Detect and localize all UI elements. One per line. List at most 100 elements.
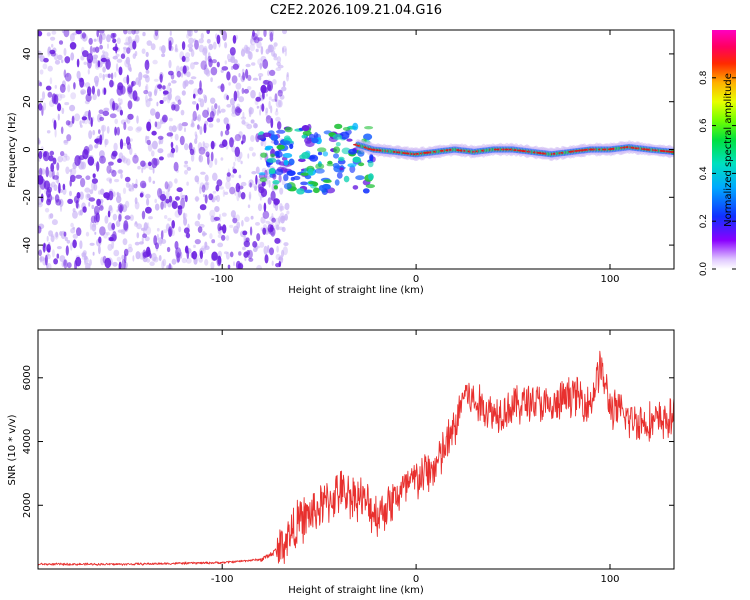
noise-speckle [174,95,181,102]
noise-speckle [88,144,93,152]
noise-speckle [171,80,177,84]
noise-speckle [54,84,57,89]
noise-speckle [240,49,246,57]
signal-blob [272,173,277,180]
noise-speckle [188,79,194,85]
signal-blob [300,181,308,186]
noise-blob [207,55,212,63]
noise-blob [119,204,123,214]
signal-blob [338,156,345,162]
noise-blob [96,198,101,207]
noise-speckle [227,53,231,61]
noise-speckle [61,59,64,64]
noise-speckle [109,178,112,184]
noise-speckle [153,256,159,263]
noise-speckle [134,221,138,225]
signal-blob [347,163,357,168]
noise-blob [94,138,100,144]
noise-speckle [70,167,77,176]
noise-speckle [145,83,149,93]
noise-speckle [228,82,231,86]
signal-blob [304,189,313,194]
snr-y-label: SNR (10 * v/v) [7,414,18,485]
noise-speckle [144,85,148,91]
noise-speckle [209,233,213,240]
noise-speckle [202,94,206,99]
noise-blob [87,156,95,166]
noise-speckle [127,246,133,253]
noise-speckle [263,245,268,255]
noise-blob [98,30,105,34]
noise-speckle [50,235,55,243]
noise-speckle [70,242,73,251]
noise-blob [219,226,224,231]
noise-speckle [150,91,152,98]
noise-blob [73,82,76,90]
noise-speckle [183,164,189,168]
noise-blob [63,30,70,38]
signal-blob [333,153,339,159]
signal-blob [276,150,283,158]
noise-speckle [157,148,164,154]
noise-speckle [145,226,152,235]
noise-blob [242,134,246,144]
noise-blob [155,111,161,120]
noise-blob [141,210,146,220]
noise-speckle [247,204,251,209]
noise-blob [221,66,229,71]
noise-speckle [204,259,209,266]
noise-blob [263,30,267,37]
signal-blob [327,160,333,165]
noise-speckle [194,175,200,183]
noise-speckle [258,76,262,81]
noise-blob [38,103,43,111]
noise-speckle [231,105,236,115]
noise-speckle [86,193,91,199]
noise-speckle [212,172,218,181]
signal-blob [304,174,312,180]
noise-speckle [238,73,241,78]
noise-speckle [253,122,258,129]
noise-blob [38,167,43,176]
noise-speckle [185,52,191,59]
noise-speckle [216,118,221,123]
noise-speckle [253,185,258,191]
noise-blob [168,70,174,76]
noise-speckle [44,207,50,213]
noise-blob [166,132,174,137]
noise-speckle [204,241,208,248]
signal-blob [364,126,374,130]
snr-plot-area [38,330,674,569]
noise-speckle [120,173,123,179]
signal-blob [262,132,272,138]
noise-speckle [238,174,242,179]
signal-blob [348,148,357,155]
noise-speckle [72,208,76,213]
noise-blob [99,134,103,146]
noise-speckle [229,224,234,228]
noise-speckle [150,43,156,51]
noise-speckle [167,153,171,158]
noise-speckle [275,253,281,261]
noise-speckle [203,95,208,104]
signal-blob [298,158,306,163]
signal-blob [333,146,341,154]
noise-blob [194,239,201,245]
noise-speckle [114,71,117,78]
noise-speckle [79,120,82,126]
noise-blob [52,175,59,180]
noise-speckle [106,231,110,236]
noise-blob [211,59,217,64]
noise-blob [69,42,77,50]
noise-blob [211,251,218,261]
noise-speckle [122,142,127,146]
noise-speckle [281,226,286,232]
noise-blob [60,151,65,157]
noise-speckle [199,126,203,135]
noise-speckle [241,220,244,227]
noise-blob [119,109,123,116]
noise-speckle [254,123,258,128]
noise-blob [123,248,129,257]
noise-speckle [219,186,224,190]
noise-speckle [138,241,144,245]
